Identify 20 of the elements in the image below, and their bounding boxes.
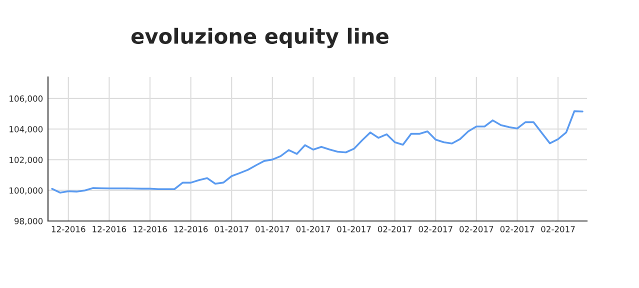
x-tick-label: 12-2016 [52,226,86,232]
x-tick-label: 12-2016 [92,226,126,232]
x-tick-label: 02-2017 [500,226,534,232]
x-tick-label: 12-2016 [174,226,208,232]
x-tick-label: 12-2016 [134,226,167,232]
y-tick-label: 98,000 [14,218,43,226]
y-tick-label: 102,000 [10,156,43,164]
chart-title: evoluzione equity line [131,28,388,48]
x-tick-label: 01-2017 [256,226,290,232]
x-tick-label: 01-2017 [337,226,371,232]
x-tick-label: 01-2017 [296,226,330,232]
y-tick-label: 100,000 [10,187,43,194]
x-tick-label: 01-2017 [214,226,248,232]
y-tick-label: 104,000 [10,126,43,134]
x-tick-label: 02-2017 [460,226,494,232]
y-tick-label: 106,000 [10,95,43,103]
x-tick-label: 02-2017 [541,226,575,232]
x-tick-label: 02-2017 [418,226,452,232]
line-series [51,110,584,194]
x-tick-label: 02-2017 [378,226,412,232]
